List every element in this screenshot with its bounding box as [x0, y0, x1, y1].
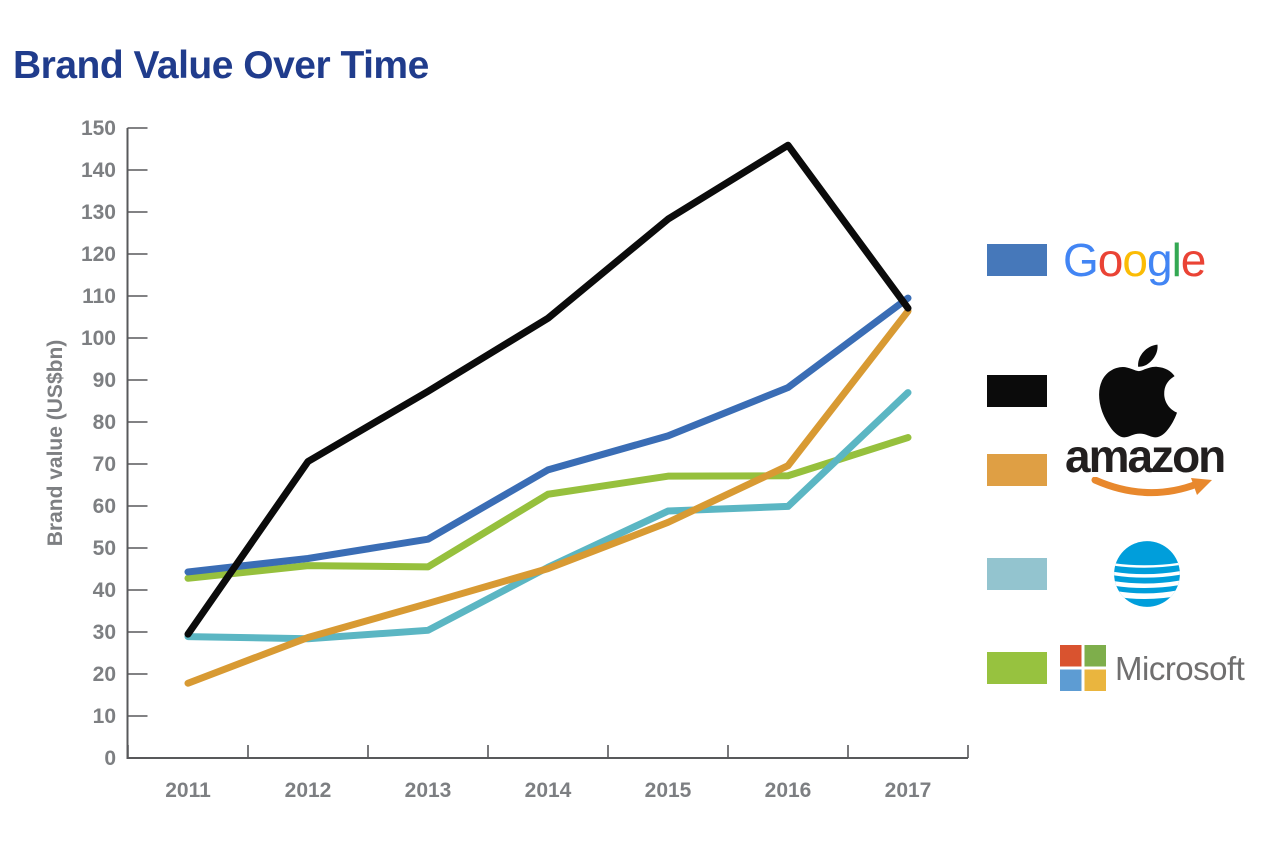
google-letter: e: [1180, 234, 1207, 286]
legend-swatch-att: [987, 558, 1047, 590]
y-tick-label: 130: [81, 201, 116, 224]
legend-item-apple: [987, 338, 1178, 444]
y-tick-label: 10: [93, 705, 116, 728]
google-letter: l: [1171, 234, 1182, 286]
y-tick-label: 70: [93, 453, 116, 476]
amazon-logo: amazon: [1065, 430, 1226, 503]
legend-swatch-amazon: [987, 453, 1047, 486]
y-tick-label: 60: [93, 495, 116, 518]
x-tick-label: 2011: [165, 779, 211, 802]
y-tick-label: 90: [93, 369, 116, 392]
legend-item-att: [987, 539, 1182, 609]
legend-item-google: Google: [987, 234, 1207, 286]
series-line-microsoft: [184, 434, 912, 582]
x-tick-label: 2014: [525, 779, 572, 802]
y-tick-label: 140: [81, 159, 116, 182]
amazon-smile-curve: [1091, 477, 1201, 497]
x-tick-label: 2016: [765, 779, 812, 802]
y-tick-label: 0: [104, 747, 116, 770]
legend-swatch-google: [987, 244, 1047, 276]
amazon-smile-arrow: [1191, 478, 1212, 496]
google-letter: o: [1122, 234, 1148, 286]
google-letter: G: [1063, 234, 1099, 286]
x-tick-label: 2017: [885, 779, 932, 802]
y-tick-label: 110: [82, 285, 116, 308]
x-tick-label: 2015: [645, 779, 692, 802]
ms-tile-bl: [1060, 669, 1082, 691]
amazon-smile-icon: [1091, 477, 1212, 497]
ms-tile-br: [1084, 669, 1106, 691]
apple-glyph: [1099, 344, 1178, 438]
series-line-att: [184, 389, 912, 643]
google-letter: o: [1097, 234, 1124, 286]
google-logo: Google: [1063, 234, 1207, 286]
series-line-amazon: [184, 307, 912, 687]
y-tick-label: 80: [93, 411, 116, 434]
ms-tile-tl: [1060, 645, 1082, 667]
x-tick-label: 2013: [405, 779, 452, 802]
y-tick-label: 150: [81, 117, 116, 140]
x-tick-label: 2012: [285, 779, 332, 802]
y-tick-label: 100: [81, 327, 116, 350]
y-tick-label: 50: [93, 537, 116, 560]
legend-item-amazon: amazon: [987, 430, 1226, 503]
legend-swatch-apple: [987, 375, 1047, 407]
y-tick-label: 120: [81, 243, 116, 266]
y-tick-label: 20: [93, 663, 116, 686]
amazon-logo-text: amazon: [1065, 430, 1226, 482]
microsoft-logo-text: Microsoft: [1115, 649, 1245, 687]
legend-swatch-microsoft: [987, 652, 1047, 684]
microsoft-logo: Microsoft: [1060, 645, 1245, 691]
chart-title: Brand Value Over Time: [13, 44, 429, 87]
att-globe-icon: [1112, 539, 1182, 609]
google-letter: g: [1146, 234, 1173, 286]
att-globe-sphere: [1114, 541, 1180, 607]
ms-tile-tr: [1084, 645, 1106, 667]
microsoft-window-icon: [1060, 645, 1106, 691]
y-tick-label: 30: [93, 621, 116, 644]
series-line-google: [184, 294, 912, 576]
apple-logo-icon: [1098, 338, 1178, 444]
legend-item-microsoft: Microsoft: [987, 645, 1245, 691]
series-line-apple: [184, 141, 912, 638]
y-tick-label: 40: [93, 579, 116, 602]
y-axis-label: Brand value (US$bn): [44, 340, 67, 547]
